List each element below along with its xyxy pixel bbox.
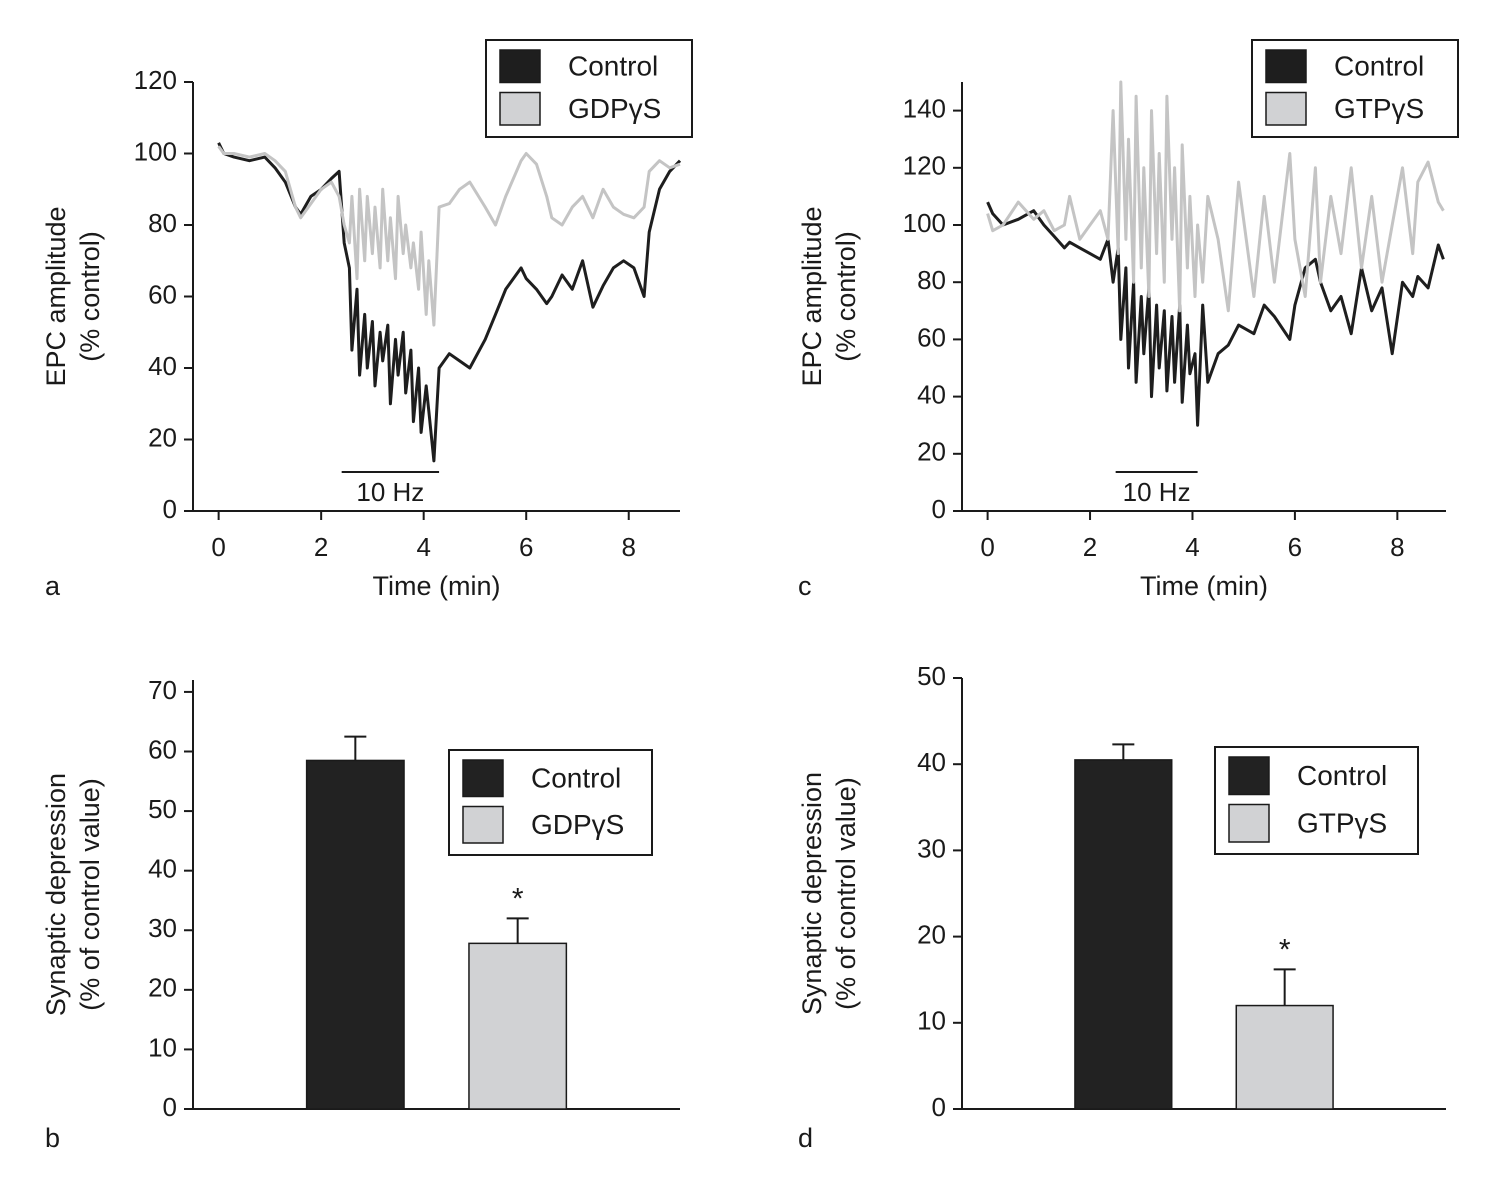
x-tick-label: 2 xyxy=(1083,532,1097,562)
panel-letter: c xyxy=(798,571,812,601)
y-tick-label: 20 xyxy=(917,919,946,949)
significance-mark: * xyxy=(1279,933,1291,966)
x-tick-label: 8 xyxy=(622,532,636,562)
y-tick-label: 0 xyxy=(932,1092,946,1122)
data-line xyxy=(986,80,1445,313)
y-tick-label: 20 xyxy=(148,422,177,452)
y-tick-label: 10 xyxy=(917,1006,946,1036)
y-tick-label: 100 xyxy=(134,136,177,166)
bar xyxy=(1074,759,1173,1110)
error-bar xyxy=(344,735,367,761)
y-axis-label: (% control) xyxy=(75,231,105,362)
y-tick-label: 0 xyxy=(163,494,177,524)
bar xyxy=(305,759,405,1110)
y-tick-label: 40 xyxy=(917,379,946,409)
data-line xyxy=(217,142,682,463)
y-tick-label: 0 xyxy=(163,1092,177,1122)
x-tick-label: 2 xyxy=(314,532,328,562)
legend-label: GDPγS xyxy=(531,809,624,840)
y-axis-label: EPC amplitude xyxy=(41,206,71,386)
y-tick-label: 40 xyxy=(148,854,177,884)
y-axis-label: EPC amplitude xyxy=(797,206,827,386)
bar xyxy=(468,942,568,1110)
data-line xyxy=(986,201,1445,427)
y-axis-label: Synaptic depression xyxy=(41,773,71,1016)
y-tick-label: 70 xyxy=(148,675,177,705)
y-tick-label: 40 xyxy=(917,747,946,777)
y-tick-label: 140 xyxy=(903,93,946,123)
y-tick-label: 40 xyxy=(148,351,177,381)
legend-swatch xyxy=(499,91,541,126)
y-tick-label: 100 xyxy=(903,208,946,238)
legend-label: GTPγS xyxy=(1297,808,1387,839)
y-tick-label: 60 xyxy=(148,279,177,309)
legend-label: GDPγS xyxy=(568,93,661,124)
x-axis-label: Time (min) xyxy=(373,571,501,601)
y-tick-label: 50 xyxy=(148,794,177,824)
stimulus-label: 10 Hz xyxy=(356,477,424,507)
y-tick-label: 20 xyxy=(148,973,177,1003)
legend-swatch xyxy=(462,759,504,798)
data-line xyxy=(217,145,681,327)
x-axis-label: Time (min) xyxy=(1140,571,1268,601)
legend-swatch xyxy=(499,49,541,84)
x-tick-label: 4 xyxy=(1185,532,1199,562)
x-tick-label: 0 xyxy=(211,532,225,562)
y-tick-label: 120 xyxy=(134,65,177,95)
panel-letter: b xyxy=(45,1123,60,1153)
x-tick-label: 0 xyxy=(980,532,994,562)
legend-swatch xyxy=(1228,756,1270,796)
x-tick-label: 6 xyxy=(519,532,533,562)
stimulus-label: 10 Hz xyxy=(1123,477,1191,507)
legend-label: Control xyxy=(531,763,621,794)
legend-swatch xyxy=(462,805,504,844)
significance-mark: * xyxy=(512,882,524,915)
y-tick-label: 80 xyxy=(917,265,946,295)
error-bar xyxy=(1273,968,1296,1006)
legend-label: Control xyxy=(1334,51,1424,82)
y-axis-label: Synaptic depression xyxy=(797,772,827,1015)
y-tick-label: 60 xyxy=(148,734,177,764)
y-tick-label: 80 xyxy=(148,208,177,238)
y-tick-label: 30 xyxy=(917,833,946,863)
y-axis-label: (% of control value) xyxy=(831,777,861,1010)
y-tick-label: 60 xyxy=(917,322,946,352)
panel-letter: d xyxy=(798,1123,813,1153)
x-tick-label: 4 xyxy=(416,532,430,562)
panel-letter: a xyxy=(45,571,61,601)
bar xyxy=(1235,1004,1334,1110)
y-axis-label: (% of control value) xyxy=(75,778,105,1011)
legend-swatch xyxy=(1265,49,1307,84)
error-bar xyxy=(1112,743,1135,760)
legend-label: GTPγS xyxy=(1334,93,1424,124)
legend-swatch xyxy=(1228,803,1270,843)
y-tick-label: 10 xyxy=(148,1032,177,1062)
legend-label: Control xyxy=(1297,760,1387,791)
y-axis-label: (% control) xyxy=(831,231,861,362)
error-bar xyxy=(506,917,529,944)
y-tick-label: 50 xyxy=(917,661,946,691)
legend-swatch xyxy=(1265,91,1307,126)
y-tick-label: 0 xyxy=(932,494,946,524)
x-tick-label: 6 xyxy=(1288,532,1302,562)
legend-label: Control xyxy=(568,51,658,82)
y-tick-label: 20 xyxy=(917,437,946,467)
y-tick-label: 30 xyxy=(148,913,177,943)
x-tick-label: 8 xyxy=(1390,532,1404,562)
y-tick-label: 120 xyxy=(903,151,946,181)
